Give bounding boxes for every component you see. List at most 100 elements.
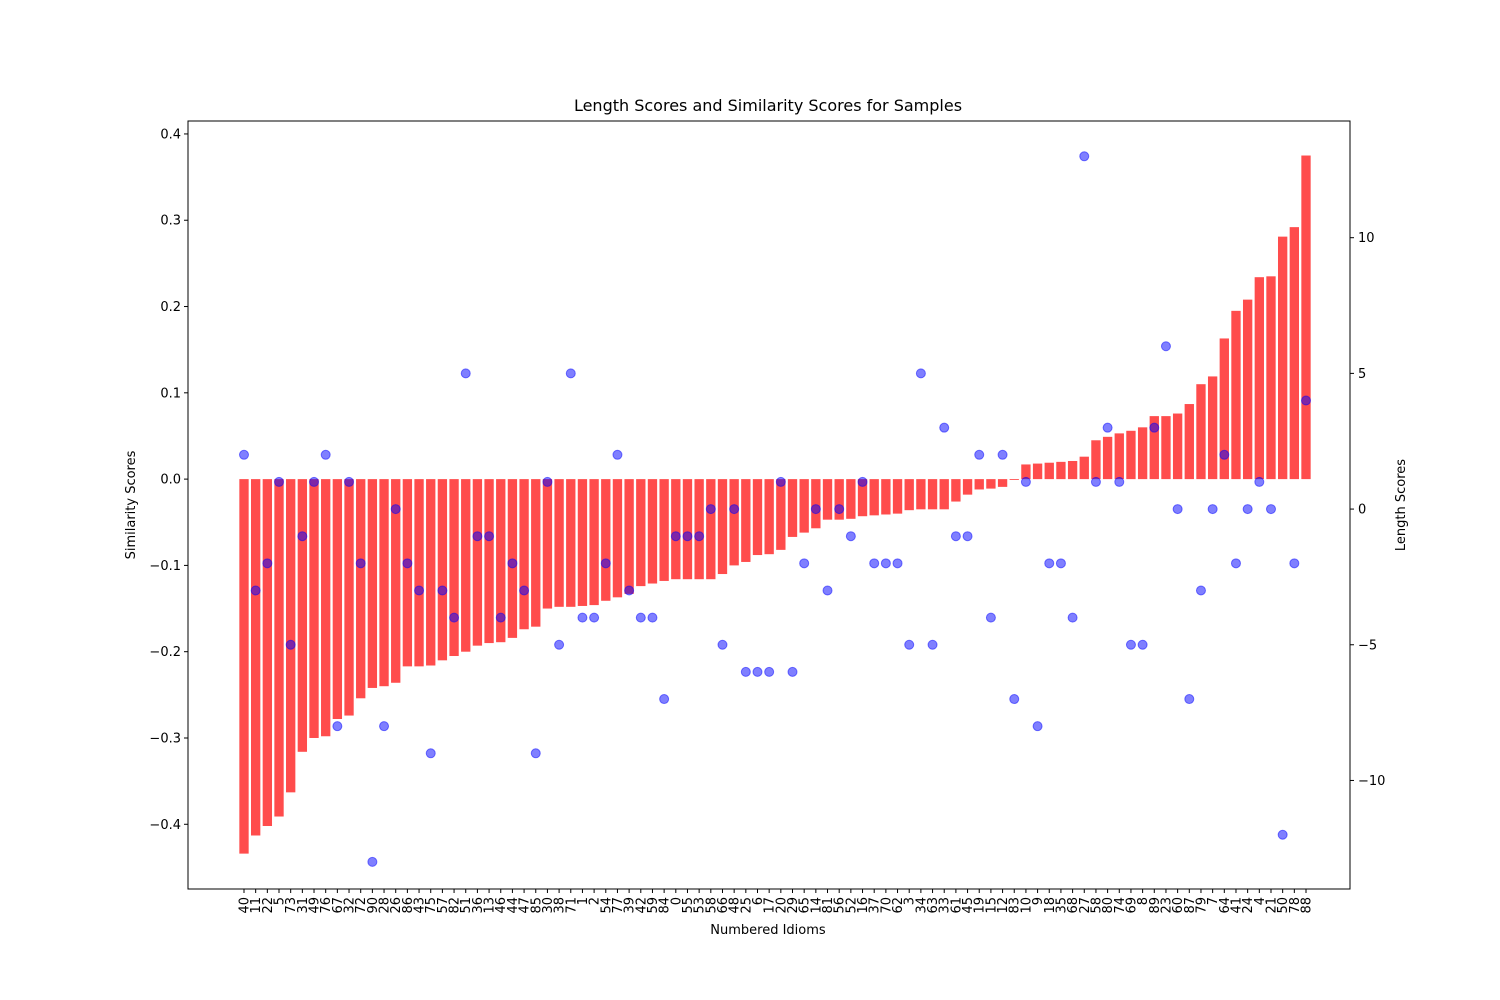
bar bbox=[671, 479, 681, 580]
bar bbox=[391, 479, 401, 683]
scatter-point bbox=[1067, 612, 1078, 623]
scatter-point bbox=[1242, 504, 1253, 515]
scatter-point bbox=[1172, 504, 1183, 515]
scatter-point bbox=[274, 476, 285, 487]
bar bbox=[881, 479, 891, 515]
bar bbox=[1231, 310, 1241, 480]
y-tick-label-right: 5 bbox=[1358, 367, 1366, 382]
y-tick-label-left: 0.0 bbox=[160, 473, 181, 488]
bar bbox=[694, 479, 704, 580]
scatter-point bbox=[600, 558, 611, 569]
bar bbox=[1102, 436, 1113, 480]
bar bbox=[589, 479, 599, 606]
bar bbox=[321, 479, 331, 737]
x-tick-label: 52 bbox=[844, 897, 859, 914]
bar bbox=[297, 479, 308, 752]
scatter-point bbox=[857, 476, 868, 487]
x-tick-label: 79 bbox=[1194, 897, 1209, 914]
bar bbox=[612, 479, 623, 598]
bar bbox=[402, 479, 413, 667]
x-tick-label: 68 bbox=[1066, 897, 1081, 914]
scatter-point bbox=[764, 666, 775, 677]
x-tick-label: 89 bbox=[1148, 897, 1163, 914]
x-tick-label: 12 bbox=[996, 897, 1011, 914]
bar bbox=[1172, 413, 1183, 480]
bar bbox=[379, 479, 389, 687]
x-tick-label: 37 bbox=[868, 897, 883, 914]
bar bbox=[1056, 461, 1066, 480]
scatter-point bbox=[542, 476, 553, 487]
bar bbox=[962, 479, 973, 495]
bar bbox=[974, 479, 984, 490]
x-tick-label: 87 bbox=[1183, 897, 1198, 914]
x-tick-label: 20 bbox=[774, 897, 789, 914]
bar bbox=[1114, 433, 1124, 480]
bar bbox=[496, 479, 506, 643]
scatter-point bbox=[379, 721, 390, 732]
scatter-point bbox=[472, 531, 483, 542]
bar bbox=[542, 479, 553, 609]
x-tick-label: 23 bbox=[1159, 897, 1174, 914]
bar bbox=[1277, 236, 1288, 480]
bar bbox=[1137, 427, 1148, 480]
bar bbox=[741, 479, 751, 562]
bar bbox=[577, 479, 588, 606]
bar bbox=[414, 479, 424, 667]
x-tick-label: 41 bbox=[1229, 897, 1244, 914]
bar bbox=[461, 479, 471, 652]
bar bbox=[484, 479, 494, 644]
scatter-point bbox=[1254, 476, 1265, 487]
scatter-point bbox=[565, 368, 576, 379]
x-tick-label: 61 bbox=[949, 897, 964, 914]
bar bbox=[927, 479, 938, 510]
y-tick-label-left: −0.3 bbox=[149, 731, 181, 746]
x-tick-label: 6 bbox=[751, 897, 766, 905]
bar bbox=[1044, 462, 1054, 480]
x-tick-label: 14 bbox=[809, 897, 824, 914]
bar bbox=[787, 479, 798, 537]
bar bbox=[1032, 463, 1043, 480]
scatter-point bbox=[1289, 558, 1300, 569]
bar bbox=[1021, 464, 1031, 480]
x-tick-label: 13 bbox=[483, 897, 498, 914]
scatter-point bbox=[822, 585, 833, 596]
bar bbox=[437, 479, 448, 661]
scatter-point bbox=[460, 368, 471, 379]
scatter-point bbox=[250, 585, 261, 596]
x-tick-label: 58 bbox=[1089, 897, 1104, 914]
bar bbox=[472, 479, 483, 646]
x-tick-label: 39 bbox=[623, 897, 638, 914]
x-tick-label: 56 bbox=[833, 897, 848, 914]
bar bbox=[531, 479, 541, 627]
scatter-point bbox=[367, 856, 378, 867]
bar bbox=[1126, 430, 1136, 480]
x-tick-label: 71 bbox=[564, 897, 579, 914]
bar bbox=[1196, 384, 1206, 480]
bar bbox=[869, 479, 879, 516]
scatter-point bbox=[1114, 476, 1125, 487]
bar bbox=[344, 479, 354, 716]
x-tick-label: 34 bbox=[914, 897, 929, 914]
bar bbox=[239, 479, 249, 854]
bar bbox=[367, 479, 378, 688]
scatter-point bbox=[1277, 829, 1288, 840]
x-tick-label: 47 bbox=[518, 897, 533, 914]
scatter-point bbox=[624, 585, 635, 596]
x-tick-label: 19 bbox=[973, 897, 988, 914]
scatter-point bbox=[740, 666, 751, 677]
scatter-point bbox=[1230, 558, 1241, 569]
bar bbox=[636, 479, 646, 587]
x-tick-label: 84 bbox=[658, 897, 673, 914]
bar bbox=[1079, 456, 1089, 480]
bar bbox=[951, 479, 961, 502]
x-tick-label: 58 bbox=[704, 897, 719, 914]
bar bbox=[624, 479, 634, 594]
scatter-point bbox=[507, 558, 518, 569]
x-tick-label: 46 bbox=[494, 897, 509, 914]
scatter-point bbox=[647, 612, 658, 623]
x-tick-label: 82 bbox=[448, 897, 463, 914]
bar bbox=[752, 479, 763, 556]
scatter-point bbox=[904, 639, 915, 650]
x-tick-label: 7 bbox=[1206, 897, 1221, 905]
y-tick-label-left: 0.3 bbox=[160, 214, 181, 229]
